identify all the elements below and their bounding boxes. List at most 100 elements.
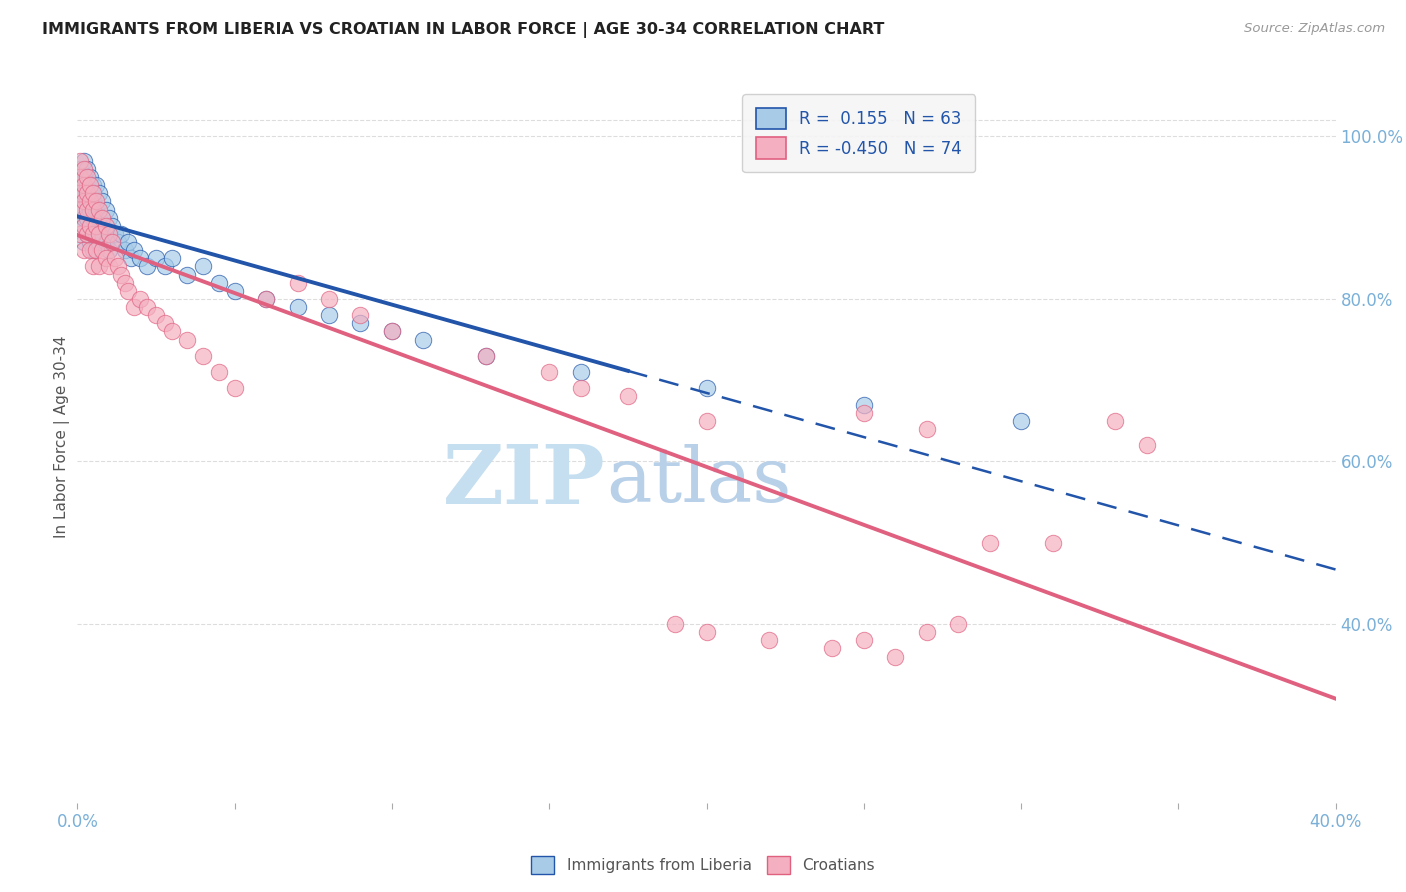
Point [76, 227, 98, 241]
Point [89, 260, 111, 274]
Point [82, 202, 104, 217]
Point [84, 202, 107, 217]
Point [254, 292, 277, 306]
Point [617, 389, 640, 403]
Point [72, 219, 94, 233]
Point [84, 219, 107, 233]
Point [224, 381, 246, 395]
Point [1010, 414, 1032, 428]
Point [135, 260, 157, 274]
Point [97, 211, 120, 225]
Point [569, 381, 592, 395]
Point [97, 260, 120, 274]
Point [72, 243, 94, 257]
Point [852, 398, 875, 412]
Point [135, 300, 157, 314]
Point [101, 219, 124, 233]
Point [79, 186, 101, 201]
Point [69, 202, 91, 217]
Point [94, 219, 117, 233]
Point [110, 268, 132, 282]
Legend: Immigrants from Liberia, Croatians: Immigrants from Liberia, Croatians [526, 850, 880, 880]
Point [89, 186, 111, 201]
Point [110, 227, 132, 241]
Point [69, 202, 91, 217]
Point [287, 276, 309, 290]
Point [72, 161, 94, 176]
Point [82, 211, 104, 225]
Text: atlas: atlas [606, 444, 792, 518]
Point [145, 252, 167, 266]
Point [79, 178, 101, 193]
Point [91, 227, 114, 241]
Point [94, 252, 117, 266]
Point [69, 153, 91, 168]
Point [129, 292, 152, 306]
Point [91, 243, 114, 257]
Point [76, 211, 98, 225]
Point [191, 349, 215, 363]
Point [72, 178, 94, 193]
Point [94, 235, 117, 249]
Text: Source: ZipAtlas.com: Source: ZipAtlas.com [1244, 22, 1385, 36]
Point [155, 260, 177, 274]
Point [696, 625, 718, 640]
Point [104, 227, 127, 241]
Point [412, 333, 434, 347]
Point [89, 202, 111, 217]
Point [852, 633, 875, 648]
Point [76, 202, 98, 217]
Point [915, 422, 938, 436]
Point [72, 186, 94, 201]
Point [82, 186, 104, 201]
Point [76, 178, 98, 193]
Point [91, 211, 114, 225]
Point [94, 202, 117, 217]
Point [129, 252, 152, 266]
Point [114, 276, 136, 290]
Point [852, 406, 875, 420]
Point [72, 194, 94, 209]
Point [117, 235, 139, 249]
Point [82, 260, 104, 274]
Point [569, 365, 592, 379]
Point [915, 625, 938, 640]
Point [155, 316, 177, 330]
Point [114, 243, 136, 257]
Point [69, 186, 91, 201]
Point [82, 243, 104, 257]
Point [1042, 535, 1064, 549]
Point [349, 316, 371, 330]
Point [758, 633, 780, 648]
Point [122, 300, 145, 314]
Point [69, 219, 91, 233]
Point [696, 381, 718, 395]
Point [381, 325, 404, 339]
Point [117, 284, 139, 298]
Point [76, 161, 98, 176]
Point [224, 284, 246, 298]
Point [948, 617, 970, 632]
Point [91, 194, 114, 209]
Point [76, 227, 98, 241]
Point [89, 227, 111, 241]
Point [1104, 414, 1126, 428]
Point [884, 649, 907, 664]
Legend: R =  0.155   N = 63, R = -0.450   N = 74: R = 0.155 N = 63, R = -0.450 N = 74 [742, 95, 974, 172]
Point [381, 325, 404, 339]
Point [89, 211, 111, 225]
Point [176, 333, 198, 347]
Point [107, 260, 129, 274]
Text: ZIP: ZIP [443, 441, 606, 521]
Point [84, 178, 107, 193]
Point [79, 219, 101, 233]
Point [76, 186, 98, 201]
Point [107, 235, 129, 249]
Point [160, 252, 183, 266]
Point [475, 349, 498, 363]
Point [145, 308, 167, 322]
Point [79, 235, 101, 249]
Point [120, 252, 142, 266]
Point [72, 211, 94, 225]
Point [69, 227, 91, 241]
